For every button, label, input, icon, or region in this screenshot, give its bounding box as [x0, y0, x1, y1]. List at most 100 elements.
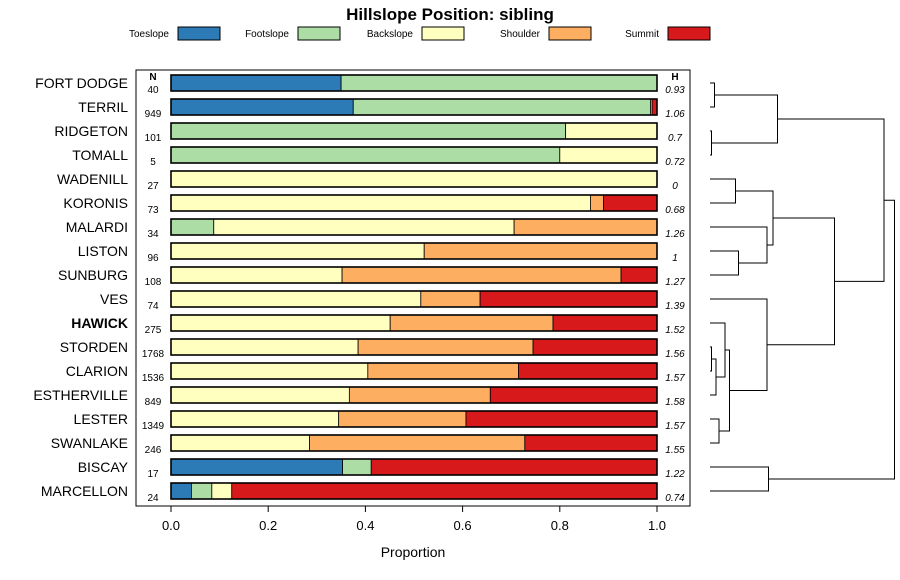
bar-tomall-backslope — [559, 146, 658, 164]
n-value-marcellon: 24 — [147, 493, 159, 504]
bar-outline-ridgeton — [170, 122, 658, 140]
row-label-biscay: BISCAY — [78, 459, 129, 475]
row-label-hawick: HAWICK — [71, 315, 128, 331]
bar-outline-terril — [170, 98, 658, 116]
bar-malardi-shoulder — [513, 218, 658, 236]
h-value-koronis: 0.68 — [665, 205, 685, 216]
dendrogram-link-10 — [710, 418, 720, 444]
h-value-estherville: 1.58 — [665, 397, 685, 408]
bar-koronis-backslope — [170, 194, 591, 212]
row-labels: FORT DODGE TERRIL RIDGETON TOMALL WADENILL KO… — [33, 75, 128, 499]
bar-hawick-summit — [552, 314, 658, 332]
row-label-terril: TERRIL — [78, 99, 128, 115]
bar-biscay-footslope — [342, 458, 372, 476]
legend-label-summit: Summit — [625, 29, 659, 40]
bar-ridgeton-footslope — [170, 122, 567, 140]
h-value-sunburg: 1.27 — [665, 277, 685, 288]
row-label-ridgeton: RIDGETON — [54, 123, 128, 139]
bar-marcellon-footslope — [191, 482, 213, 500]
legend-label-footslope: Footslope — [245, 29, 289, 40]
n-value-swanlake: 246 — [145, 445, 162, 456]
chart-title: Hillslope Position: sibling — [346, 5, 554, 24]
bar-clarion-backslope — [170, 362, 369, 380]
n-value-estherville: 849 — [145, 397, 162, 408]
dendrogram-link-9 — [710, 322, 726, 378]
row-label-lester: LESTER — [74, 411, 128, 427]
n-value-storden: 1768 — [142, 349, 165, 360]
h-value-fort-dodge: 0.93 — [665, 85, 685, 96]
legend-label-toeslope: Toeslope — [129, 29, 169, 40]
bar-ridgeton-backslope — [565, 122, 658, 140]
bar-liston-backslope — [170, 242, 425, 260]
h-value-swanlake: 1.55 — [665, 445, 685, 456]
bar-outline-estherville — [170, 386, 658, 404]
bar-storden-backslope — [170, 338, 359, 356]
bar-biscay-toeslope — [170, 458, 343, 476]
bar-wadenill-backslope — [170, 170, 658, 188]
x-tick-label-0-0: 0.0 — [162, 518, 180, 533]
legend-swatch-toeslope — [177, 26, 221, 41]
row-label-marcellon: MARCELLON — [41, 483, 128, 499]
h-value-ridgeton: 0.7 — [668, 133, 682, 144]
bar-terril-footslope — [352, 98, 652, 116]
bar-ves-shoulder — [420, 290, 481, 308]
row-label-sunburg: SUNBURG — [58, 267, 128, 283]
dendrogram-link-8 — [710, 358, 717, 396]
x-tick-label-0-6: 0.6 — [454, 518, 472, 533]
bar-sunburg-backslope — [170, 266, 343, 284]
bar-outline-sunburg — [170, 266, 658, 284]
row-label-liston: LISTON — [78, 243, 128, 259]
bar-outline-clarion — [170, 362, 658, 380]
n-value-tomall: 5 — [150, 157, 156, 168]
bar-koronis-shoulder — [590, 194, 604, 212]
bar-outline-swanlake — [170, 434, 658, 452]
n-header: N — [149, 72, 156, 83]
x-axis-label: Proportion — [381, 544, 446, 560]
dendrogram-link-2 — [711, 94, 778, 144]
n-value-terril: 949 — [145, 109, 162, 120]
h-value-marcellon: 0.74 — [665, 493, 685, 504]
bar-marcellon-toeslope — [170, 482, 192, 500]
row-label-storden: STORDEN — [60, 339, 128, 355]
row-label-wadenill: WADENILL — [57, 171, 128, 187]
bar-lester-backslope — [170, 410, 340, 428]
row-label-koronis: KORONIS — [63, 195, 128, 211]
row-label-ves: VES — [100, 291, 128, 307]
n-value-liston: 96 — [147, 253, 159, 264]
bar-outline-koronis — [170, 194, 658, 212]
bar-lester-shoulder — [338, 410, 467, 428]
bar-marcellon-backslope — [211, 482, 233, 500]
h-value-biscay: 1.22 — [665, 469, 685, 480]
h-value-wadenill: 0 — [672, 181, 678, 192]
legend-swatch-summit — [667, 26, 711, 41]
legend-swatch-shoulder — [548, 26, 592, 41]
bar-sunburg-shoulder — [341, 266, 622, 284]
bar-outline-biscay — [170, 458, 658, 476]
n-value-ridgeton: 101 — [145, 133, 162, 144]
bar-outline-liston — [170, 242, 658, 260]
dendrogram-link-11 — [719, 349, 730, 432]
n-value-koronis: 73 — [147, 205, 159, 216]
bar-swanlake-shoulder — [309, 434, 526, 452]
h-header: H — [671, 72, 678, 83]
row-label-clarion: CLARION — [66, 363, 128, 379]
h-value-terril: 1.06 — [665, 109, 685, 120]
x-tick-label-0-8: 0.8 — [551, 518, 569, 533]
dendrogram-link-7 — [710, 346, 712, 372]
bar-storden-summit — [532, 338, 658, 356]
bar-outline-marcellon — [170, 482, 658, 500]
n-value-ves: 74 — [147, 301, 159, 312]
bar-sunburg-summit — [620, 266, 658, 284]
n-value-fort-dodge: 40 — [147, 85, 159, 96]
row-label-tomall: TOMALL — [72, 147, 128, 163]
x-tick-label-0-2: 0.2 — [259, 518, 277, 533]
x-tick-label-1-0: 1.0 — [648, 518, 666, 533]
h-value-malardi: 1.26 — [665, 229, 685, 240]
x-axis: 0.0 0.2 0.4 0.6 0.8 1.0 — [162, 506, 666, 533]
bar-ves-backslope — [170, 290, 422, 308]
legend: Toeslope Footslope Backslope Shoulder Summit — [129, 26, 711, 41]
bar-koronis-summit — [603, 194, 658, 212]
bar-outline-ves — [170, 290, 658, 308]
bar-outline-wadenill — [170, 170, 658, 188]
